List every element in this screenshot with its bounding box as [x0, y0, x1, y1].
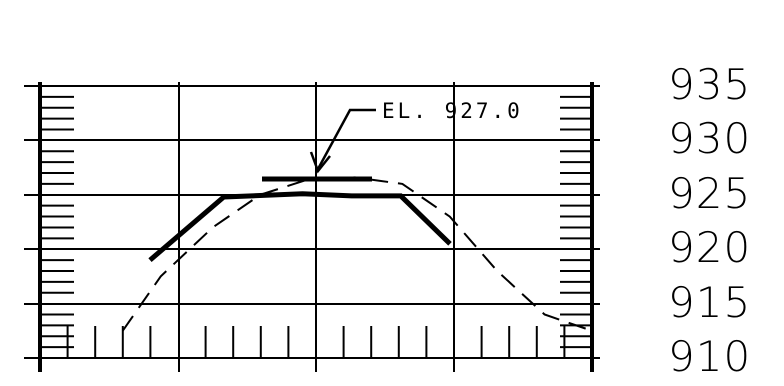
- proposed-grade-line: [148, 191, 452, 263]
- station-ticks: [66, 326, 566, 358]
- callout-arrowhead: [309, 151, 331, 174]
- callout-leader: [316, 108, 376, 170]
- grid: [24, 82, 600, 372]
- elevation-label-935: 935: [668, 60, 752, 109]
- callout-label: EL. 927.0: [382, 99, 523, 123]
- elevation-label-915: 915: [668, 278, 752, 327]
- left-elevation-ticks: [40, 95, 74, 349]
- elevation-callout: EL. 927.0: [309, 99, 523, 174]
- elevation-label-910: 910: [668, 332, 752, 381]
- elevation-label-930: 930: [668, 114, 752, 163]
- elevation-label-925: 925: [668, 169, 752, 218]
- elevation-label-920: 920: [668, 223, 752, 272]
- existing-ground-line: [121, 176, 593, 332]
- right-elevation-ticks: [560, 95, 592, 349]
